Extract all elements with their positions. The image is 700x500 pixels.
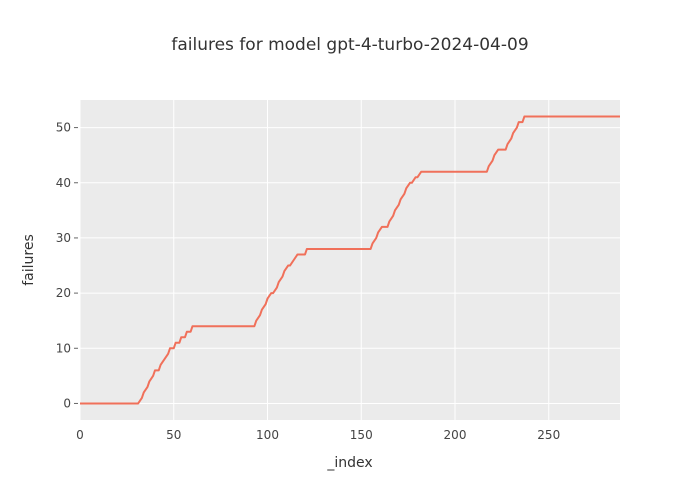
y-tick-label: 40 bbox=[56, 176, 71, 190]
y-tick-label: 50 bbox=[56, 121, 71, 135]
x-tick-label: 100 bbox=[256, 428, 279, 442]
y-tick-label: 20 bbox=[56, 286, 71, 300]
x-tick-label: 200 bbox=[444, 428, 467, 442]
series-line bbox=[80, 115, 620, 405]
y-tick-label: 0 bbox=[63, 396, 71, 410]
x-tick-label: 150 bbox=[350, 428, 373, 442]
chart-title: failures for model gpt-4-turbo-2024-04-0… bbox=[171, 35, 528, 55]
tick-labels: 0 50 100 150 200 250 0 10 20 30 40 50 bbox=[56, 121, 560, 442]
x-tick-label: 50 bbox=[166, 428, 181, 442]
x-tick-label: 0 bbox=[76, 428, 84, 442]
x-tick-label: 250 bbox=[537, 428, 560, 442]
data-layer bbox=[80, 115, 620, 405]
y-tick-label: 30 bbox=[56, 231, 71, 245]
plot-area bbox=[80, 100, 620, 420]
y-axis-title: failures bbox=[21, 234, 37, 286]
x-axis-title: _index bbox=[326, 455, 372, 471]
y-tick-label: 10 bbox=[56, 341, 71, 355]
